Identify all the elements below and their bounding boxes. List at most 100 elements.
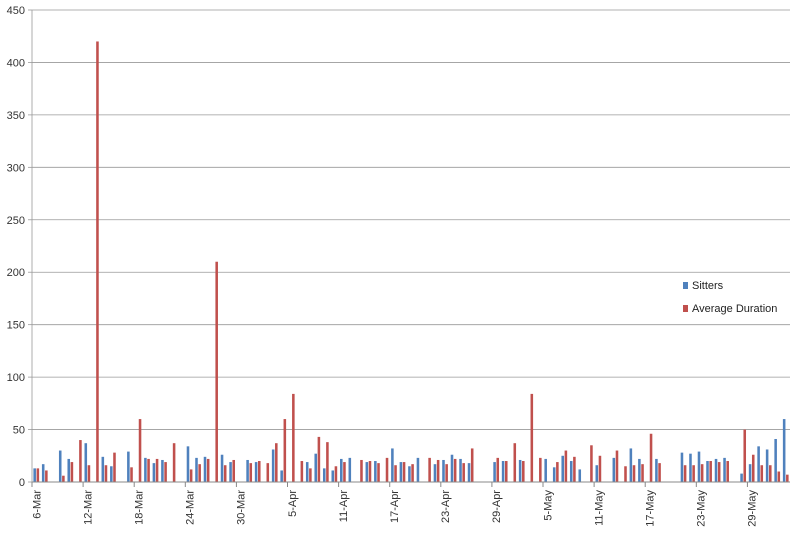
bar-sitters (629, 448, 633, 482)
bar-average-duration (377, 463, 380, 482)
bar-average-duration (658, 463, 661, 482)
bar-sitters (774, 438, 777, 482)
bar-average-duration (573, 456, 576, 482)
bar-average-duration (360, 459, 363, 482)
x-tick-label: 18-Mar (133, 490, 145, 525)
bar-sitters (110, 466, 113, 482)
bar-sitters (765, 449, 769, 482)
bar-average-duration (309, 468, 312, 482)
y-tick-label: 50 (13, 425, 25, 437)
bar-sitters (569, 461, 573, 482)
x-tick-label: 12-Mar (82, 490, 94, 525)
bar-average-duration (445, 464, 448, 482)
bar-sitters (680, 452, 684, 482)
bar-sitters (757, 446, 760, 482)
y-tick-label: 350 (7, 110, 25, 122)
bar-sitters (433, 464, 437, 482)
bar-sitters (501, 461, 505, 482)
bar-sitters (67, 458, 71, 482)
bar-average-duration (189, 469, 193, 482)
bar-average-duration (760, 465, 764, 482)
bar-sitters (595, 465, 599, 482)
bar-sitters (144, 457, 147, 482)
bar-average-duration (223, 465, 227, 482)
y-tick-label: 400 (7, 57, 25, 69)
legend-swatch-average-duration (683, 305, 688, 312)
bar-sitters (399, 462, 403, 482)
bar-average-duration (155, 458, 159, 482)
bar-sitters (246, 459, 249, 482)
bar-average-duration (769, 465, 772, 482)
bar-sitters (493, 462, 496, 482)
bar-average-duration (504, 461, 508, 482)
bar-sitters (84, 443, 88, 482)
bar-average-duration (692, 465, 695, 482)
bar-sitters (220, 454, 224, 482)
bar-average-duration (326, 442, 329, 482)
bar-average-duration (113, 452, 116, 482)
bar-average-duration (292, 393, 295, 482)
bar-average-duration (700, 464, 704, 482)
bar-average-duration (428, 457, 431, 482)
bar-average-duration (249, 463, 253, 482)
bar-average-duration (615, 450, 619, 482)
bar-average-duration (632, 465, 636, 482)
bar-average-duration (368, 461, 372, 482)
bar-sitters (748, 464, 752, 482)
bar-sitters (340, 458, 343, 482)
bar-sitters (365, 462, 369, 482)
y-tick-label: 250 (7, 215, 25, 227)
bar-average-duration (130, 467, 133, 482)
bar-sitters (280, 470, 283, 482)
bar-sitters (229, 462, 232, 482)
bar-sitters (408, 466, 411, 482)
x-tick-label: 6-Mar (31, 490, 43, 519)
bar-sitters (374, 461, 377, 482)
x-tick-label: 5-Apr (287, 490, 299, 517)
bar-sitters (58, 450, 62, 482)
bar-average-duration (777, 471, 781, 482)
bar-average-duration (164, 462, 167, 482)
legend-swatch-sitters (683, 282, 688, 289)
bar-average-duration (300, 461, 304, 482)
bar-average-duration (394, 465, 397, 482)
bar-sitters (195, 457, 198, 482)
bar-average-duration (556, 462, 559, 482)
x-tick-label: 29-May (747, 490, 759, 527)
bar-average-duration (564, 450, 568, 482)
bar-sitters (442, 459, 445, 482)
bar-sitters (697, 451, 701, 482)
bar-sitters (348, 457, 352, 482)
bar-average-duration (257, 461, 261, 482)
bar-average-duration (530, 393, 534, 482)
x-tick-label: 29-Apr (491, 490, 503, 523)
bar-average-duration (496, 457, 500, 482)
bar-average-duration (385, 457, 389, 482)
bar-sitters (612, 457, 616, 482)
x-axis-ticks: 6-Mar 12-Mar 18-Mar 24-Mar 30-Mar 5-Apr 11-Apr… (31, 482, 759, 527)
bar-sitters (740, 473, 743, 482)
bar-average-duration (138, 419, 142, 482)
bar-sitters (782, 419, 786, 482)
bar-sitters (254, 462, 258, 482)
bar-average-duration (453, 458, 457, 482)
bar-average-duration (436, 459, 440, 482)
bar-average-duration (683, 465, 687, 482)
bar-average-duration (470, 448, 474, 482)
legend-label-average-duration: Average Duration (692, 303, 777, 315)
x-tick-label: 5-May (542, 490, 554, 521)
bar-average-duration (36, 468, 40, 482)
x-tick-label: 11-May (593, 490, 605, 526)
x-tick-label: 24-Mar (185, 490, 197, 525)
bars (33, 41, 789, 482)
bar-sitters (561, 455, 565, 482)
y-tick-label: 100 (7, 372, 25, 384)
bar-sitters (638, 458, 641, 482)
bar-sitters (552, 467, 556, 482)
bar-average-duration (598, 455, 602, 482)
bar-average-duration (539, 457, 542, 482)
x-tick-label: 30-Mar (236, 490, 248, 525)
bar-sitters (578, 469, 582, 482)
bar-average-duration (96, 41, 99, 482)
